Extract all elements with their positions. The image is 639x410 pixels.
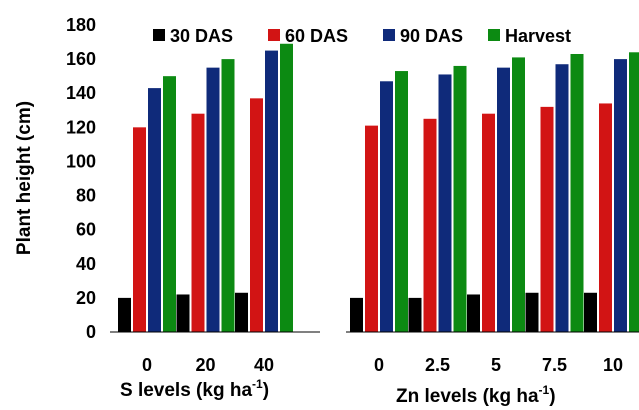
legend: 30 DAS 60 DAS 90 DAS Harvest <box>153 26 571 46</box>
bar <box>540 106 554 332</box>
bar <box>280 43 293 333</box>
x-axis-title: S levels (kg ha-1) <box>120 377 269 401</box>
legend-swatch <box>268 29 280 41</box>
x-category-label: 2.5 <box>425 355 450 375</box>
bar <box>584 292 597 332</box>
bar <box>350 297 363 332</box>
bar <box>555 64 569 332</box>
bar <box>570 53 584 332</box>
bar <box>380 81 393 333</box>
y-tick-label: 160 <box>66 49 96 69</box>
x-category-labels: 0 20 40 0 2.5 5 7.5 10 <box>142 355 623 375</box>
bar <box>467 294 480 332</box>
x-axis-titles: S levels (kg ha-1) Zn levels (kg ha-1) <box>120 377 556 407</box>
bar <box>365 125 378 332</box>
legend-label: 60 DAS <box>285 26 348 46</box>
legend-label: Harvest <box>505 26 571 46</box>
x-category-label: 0 <box>142 355 152 375</box>
bar <box>191 113 205 332</box>
bar <box>206 67 220 332</box>
bar <box>497 67 510 332</box>
y-tick-label: 140 <box>66 83 96 103</box>
bar <box>133 127 146 332</box>
x-axis-title: Zn levels (kg ha-1) <box>396 383 556 407</box>
legend-swatch <box>383 29 395 41</box>
bar <box>235 292 248 332</box>
bar <box>525 292 539 332</box>
x-category-label: 40 <box>254 355 274 375</box>
bar <box>118 297 131 332</box>
y-axis-ticks: 0 20 40 60 80 100 120 140 160 180 <box>66 15 96 342</box>
bar <box>395 71 408 333</box>
y-tick-label: 20 <box>76 288 96 308</box>
bar <box>629 52 639 333</box>
bar <box>453 65 467 332</box>
y-tick-label: 80 <box>76 186 96 206</box>
x-category-label: 0 <box>374 355 384 375</box>
legend-label: 90 DAS <box>400 26 463 46</box>
bar <box>438 74 452 332</box>
bar <box>599 103 612 332</box>
y-tick-label: 60 <box>76 220 96 240</box>
x-category-label: 20 <box>195 355 215 375</box>
y-axis-label: Plant height (cm) <box>14 101 35 255</box>
bar <box>423 118 437 332</box>
bar <box>163 76 176 333</box>
bar <box>250 98 263 332</box>
bar <box>176 294 190 332</box>
y-tick-label: 180 <box>66 15 96 35</box>
x-category-label: 10 <box>603 355 623 375</box>
x-category-label: 7.5 <box>542 355 567 375</box>
bar <box>221 59 235 332</box>
bar <box>265 50 278 332</box>
legend-swatch <box>488 29 500 41</box>
y-tick-label: 40 <box>76 254 96 274</box>
legend-label: 30 DAS <box>170 26 233 46</box>
legend-swatch <box>153 29 165 41</box>
x-category-label: 5 <box>491 355 501 375</box>
bars <box>118 43 639 333</box>
bar <box>482 113 495 332</box>
bar <box>512 57 525 333</box>
bar <box>408 297 422 332</box>
y-tick-label: 100 <box>66 151 96 171</box>
bar <box>614 59 627 332</box>
bar <box>148 88 161 332</box>
y-tick-label: 0 <box>86 322 96 342</box>
y-tick-label: 120 <box>66 117 96 137</box>
